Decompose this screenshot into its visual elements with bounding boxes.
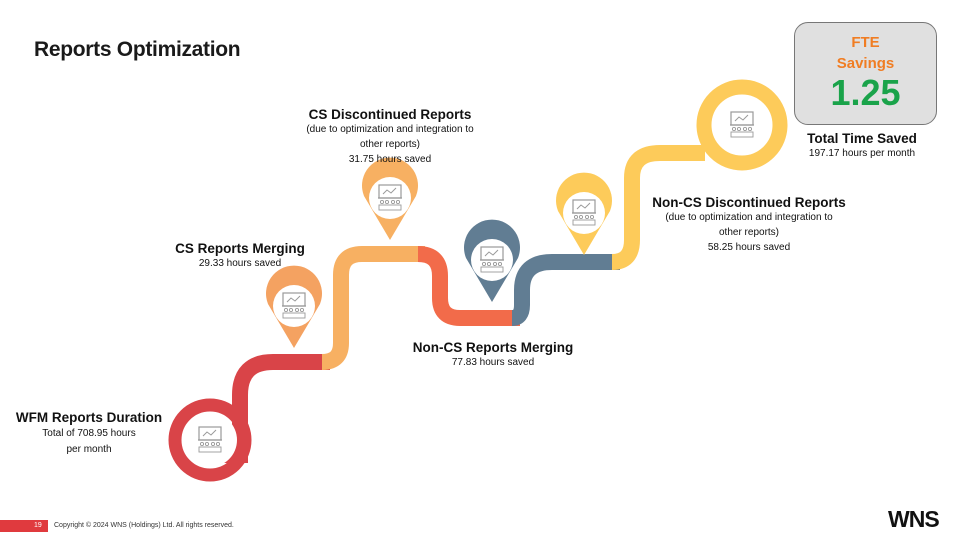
- road-segment-orange: [321, 246, 425, 370]
- fte-savings-label: Savings: [836, 55, 895, 72]
- cs-discontinued-title: CS Discontinued Reports: [308, 107, 472, 122]
- non-cs-merging-detail: 77.83 hours saved: [451, 357, 535, 368]
- page-number: 19: [34, 522, 42, 529]
- fte-savings-card: FTE Savings 1.25: [794, 22, 937, 125]
- fte-label: FTE: [851, 34, 880, 51]
- road-segment-coral: [417, 246, 520, 326]
- non-cs-discontinued-label: Non-CS Discontinued Reports (due to opti…: [638, 195, 860, 255]
- cs-discontinued-detail: 31.75 hours saved: [348, 154, 432, 165]
- wfm-line1: Total of 708.95 hours: [42, 428, 136, 439]
- wfm-detail: Total of 708.95 hours per month: [20, 426, 158, 457]
- fte-value: 1.25: [830, 72, 901, 113]
- copyright-text: Copyright © 2024 WNS (Holdings) Ltd. All…: [54, 522, 234, 529]
- milestone-ring-total: [696, 79, 788, 171]
- total-detail: 197.17 hours per month: [808, 148, 916, 159]
- non-cs-merging-label: Non-CS Reports Merging 77.83 hours saved: [398, 340, 588, 370]
- wfm-title: WFM Reports Duration: [15, 410, 163, 425]
- pin-cs-discontinued: [362, 157, 418, 241]
- total-title: Total Time Saved: [807, 131, 917, 146]
- non-cs-discontinued-detail: 58.25 hours saved: [707, 242, 791, 253]
- cs-merging-detail: 29.33 hours saved: [198, 258, 282, 269]
- road-segment-yellow: [611, 145, 705, 270]
- pin-non-cs-merging: [464, 219, 520, 302]
- road-segment-red: [210, 354, 330, 463]
- milestone-ring-wfm: [168, 398, 252, 482]
- pin-cs-reports-merging: [266, 265, 322, 348]
- cs-merging-title: CS Reports Merging: [175, 241, 305, 256]
- non-cs-discontinued-title: Non-CS Discontinued Reports: [652, 195, 846, 210]
- wfm-label: WFM Reports Duration: [6, 410, 172, 425]
- non-cs-discontinued-sub2: other reports): [718, 227, 780, 238]
- total-time-saved-label: Total Time Saved 197.17 hours per month: [796, 131, 928, 161]
- wns-logo: WNS: [888, 506, 940, 532]
- pin-non-cs-discontinued: [556, 172, 612, 256]
- cs-merging-label: CS Reports Merging 29.33 hours saved: [150, 241, 330, 271]
- wfm-line2: per month: [66, 444, 112, 455]
- cs-discontinued-label: CS Discontinued Reports (due to optimiza…: [280, 107, 500, 167]
- cs-discontinued-sub1: (due to optimization and integration to: [306, 124, 474, 135]
- page-title: Reports Optimization: [34, 38, 241, 61]
- road-segment-slate: [511, 254, 620, 326]
- non-cs-merging-title: Non-CS Reports Merging: [412, 340, 574, 355]
- footer-accent-bar: [0, 520, 48, 532]
- cs-discontinued-sub2: other reports): [359, 139, 421, 150]
- non-cs-discontinued-sub1: (due to optimization and integration to: [665, 212, 833, 223]
